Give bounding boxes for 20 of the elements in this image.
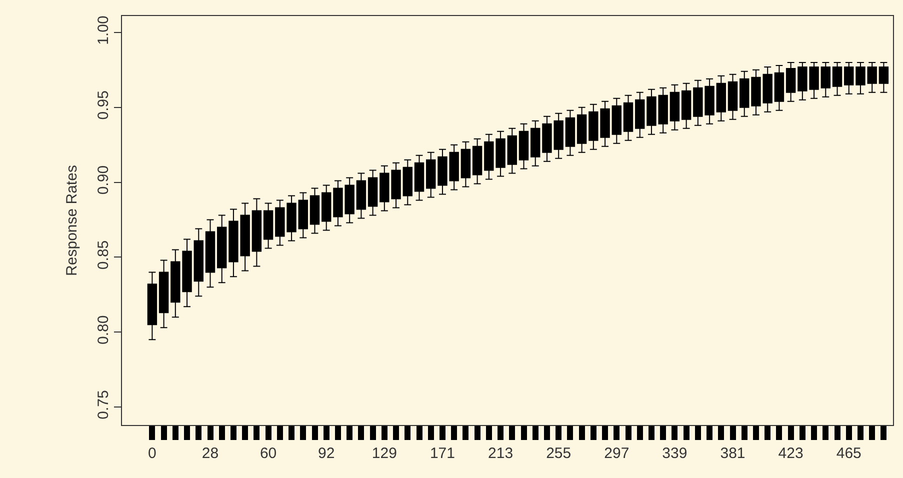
y-axis-title: Response Rates	[63, 165, 80, 276]
y-tick-label: 0.80	[95, 315, 112, 344]
x-tick-label: 213	[488, 445, 514, 462]
y-tick-label: 0.75	[95, 390, 112, 420]
x-tick-label: 92	[318, 445, 335, 462]
x-tick-label: 381	[720, 445, 746, 462]
x-tick-label: 339	[662, 445, 688, 462]
x-tick-label: 423	[778, 445, 804, 462]
x-tick-label: 255	[546, 445, 572, 462]
y-tick-label: 0.95	[95, 90, 112, 120]
x-tick-label: 465	[836, 445, 862, 462]
x-tick-label: 28	[202, 445, 219, 462]
y-tick-label: 1.00	[95, 16, 112, 45]
x-tick-label: 171	[430, 445, 455, 462]
x-tick-label: 60	[260, 445, 277, 462]
y-tick-label: 0.90	[95, 165, 112, 195]
x-tick-label: 129	[372, 445, 397, 462]
x-tick-label: 0	[148, 445, 156, 462]
x-tick-label: 297	[604, 445, 630, 462]
y-tick-label: 0.85	[95, 240, 112, 270]
